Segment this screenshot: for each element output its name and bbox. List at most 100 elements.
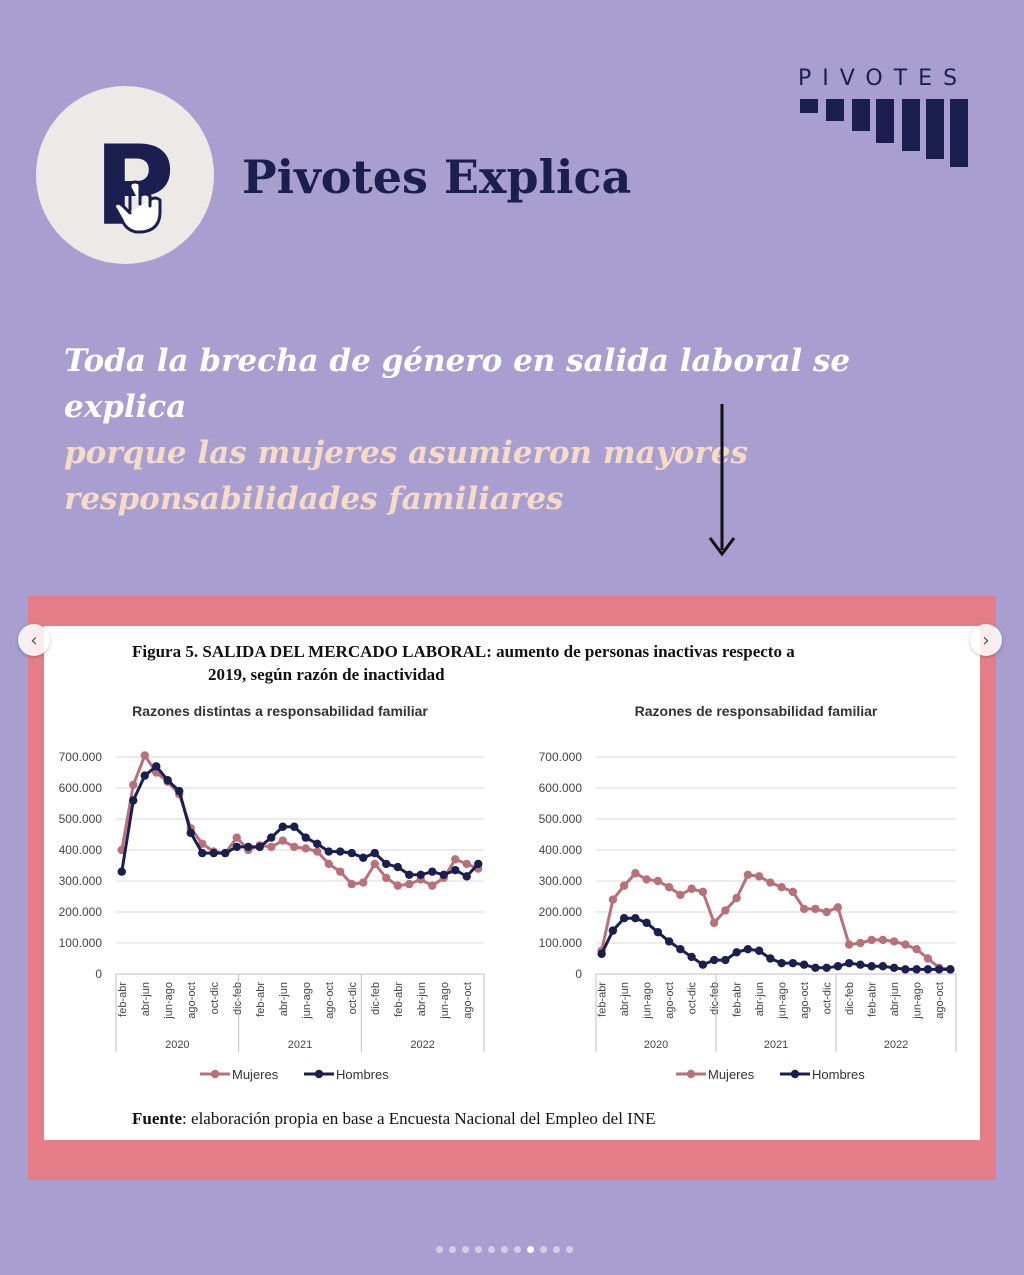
data-point-hombres [676, 945, 685, 954]
data-point-hombres [393, 862, 402, 872]
data-point-hombres [631, 914, 640, 923]
y-tick-label: 100.000 [539, 936, 583, 950]
x-tick-label: jun-ago [777, 982, 789, 1020]
y-tick-label: 700.000 [539, 750, 583, 764]
x-tick-label: abr-jun [619, 982, 631, 1016]
data-point-mujeres [324, 859, 333, 869]
y-tick-label: 300.000 [59, 874, 103, 888]
data-point-mujeres [393, 881, 402, 890]
arrow-down-icon [708, 404, 736, 557]
data-point-hombres [324, 847, 333, 856]
carousel-dot[interactable] [553, 1246, 560, 1253]
data-point-hombres [946, 965, 955, 974]
charts-container: Razones distintas a responsabilidad fami… [59, 703, 957, 1082]
x-tick-label: dic-feb [709, 982, 721, 1015]
data-point-hombres [209, 848, 218, 858]
data-point-mujeres [743, 870, 753, 879]
figure-source: Fuente: elaboración propia en base a Enc… [132, 1109, 656, 1129]
carousel-next-button[interactable]: › [970, 624, 1002, 656]
data-point-mujeres [653, 876, 663, 886]
x-tick-label: feb-abr [732, 982, 744, 1017]
series-line-hombres [120, 764, 480, 879]
headline-line-2: porque las mujeres asumieron mayores [64, 435, 748, 471]
data-point-hombres [290, 822, 299, 831]
figure-title-text: SALIDA DEL MERCADO LABORAL: aumento de p… [202, 642, 795, 661]
data-point-hombres [777, 958, 786, 968]
carousel-dot[interactable] [488, 1246, 495, 1253]
figure-title-line-2: 2019, según razón de inactividad [208, 665, 445, 684]
x-tick-label: abr-jun [140, 982, 152, 1016]
carousel-dot[interactable] [475, 1246, 482, 1253]
carousel-dot[interactable] [436, 1246, 443, 1253]
figure-number: Figura 5. [132, 642, 199, 661]
year-label: 2020 [165, 1039, 189, 1051]
data-point-hombres [439, 870, 448, 879]
data-point-mujeres [811, 904, 820, 914]
x-tick-label: dic-feb [232, 982, 244, 1015]
data-point-mujeres [664, 883, 674, 892]
carousel-dots [436, 1246, 573, 1253]
x-tick-label: feb-abr [117, 982, 129, 1017]
data-point-hombres [244, 842, 253, 852]
data-point-hombres [301, 833, 310, 842]
y-tick-label: 400.000 [59, 843, 103, 857]
x-tick-label: feb-abr [393, 982, 405, 1017]
year-label: 2022 [410, 1039, 434, 1051]
data-point-hombres [347, 848, 356, 858]
data-point-mujeres [462, 859, 471, 869]
carousel-dot[interactable] [527, 1246, 534, 1253]
legend-label: Hombres [336, 1067, 389, 1082]
data-point-mujeres [313, 847, 322, 856]
data-point-hombres [709, 955, 719, 965]
carousel-dot[interactable] [514, 1246, 521, 1253]
data-point-mujeres [619, 881, 629, 890]
data-point-hombres [642, 918, 651, 928]
source-label: Fuente [132, 1109, 183, 1128]
data-point-mujeres [676, 890, 685, 900]
carousel-prev-button[interactable]: ‹ [18, 624, 50, 656]
data-point-hombres [336, 847, 345, 856]
figure-title: Figura 5. SALIDA DEL MERCADO LABORAL: au… [132, 640, 892, 686]
data-point-mujeres [754, 872, 764, 881]
data-point-mujeres [382, 873, 391, 883]
data-point-mujeres [912, 945, 921, 954]
data-point-hombres [129, 796, 138, 805]
data-point-mujeres [833, 903, 843, 912]
y-tick-label: 300.000 [539, 874, 583, 888]
x-tick-label: dic-feb [370, 982, 382, 1015]
pointer-hand-icon [112, 180, 162, 234]
carousel-dot[interactable] [462, 1246, 469, 1253]
carousel-dot[interactable] [501, 1246, 508, 1253]
source-text: : elaboración propia en base a Encuesta … [182, 1109, 656, 1128]
y-tick-label: 0 [95, 967, 102, 981]
data-point-mujeres [709, 918, 719, 928]
data-point-hombres [912, 965, 921, 974]
data-point-mujeres [788, 887, 798, 897]
data-point-hombres [405, 870, 414, 879]
data-point-hombres [451, 865, 460, 875]
data-point-mujeres [698, 887, 708, 897]
pivotes-brand-logo: PIVOTES [798, 66, 978, 169]
data-point-hombres [313, 839, 322, 848]
carousel-dot[interactable] [449, 1246, 456, 1253]
data-point-hombres [198, 848, 207, 858]
legend-marker [686, 1069, 696, 1079]
carousel-dot[interactable] [566, 1246, 573, 1253]
bars-logo-icon [800, 99, 968, 167]
brand-wordmark: PIVOTES [798, 66, 969, 91]
data-point-hombres [359, 853, 368, 862]
x-tick-label: jun-ago [301, 982, 313, 1020]
data-point-hombres [221, 848, 230, 858]
data-point-mujeres [278, 836, 287, 845]
data-point-mujeres [867, 935, 876, 945]
data-point-hombres [856, 960, 865, 969]
x-tick-label: ago-oct [934, 982, 946, 1019]
year-label: 2022 [884, 1039, 908, 1051]
x-tick-label: ago-oct [664, 982, 676, 1019]
carousel-dot[interactable] [540, 1246, 547, 1253]
x-tick-label: ago-oct [799, 982, 811, 1019]
x-tick-label: abr-jun [278, 982, 290, 1016]
data-point-mujeres [856, 938, 865, 948]
data-point-mujeres [766, 878, 775, 887]
data-point-hombres [278, 822, 287, 831]
